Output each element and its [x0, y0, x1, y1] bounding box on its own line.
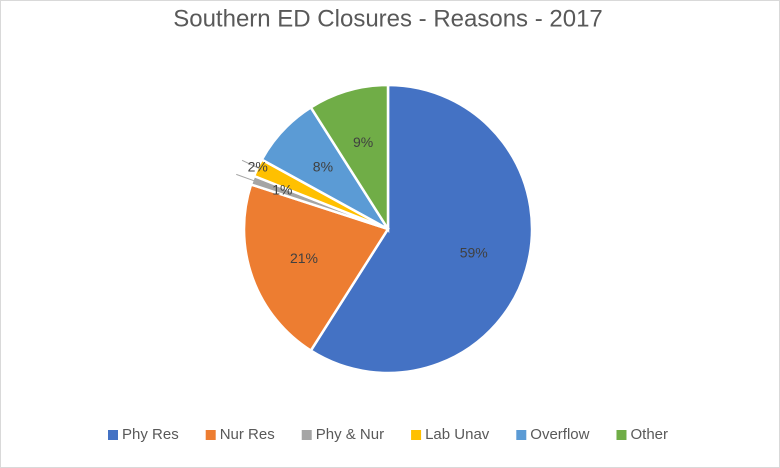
- legend-label: Phy & Nur: [316, 426, 384, 443]
- pie-slice: [309, 83, 534, 375]
- legend-label: Phy Res: [122, 426, 179, 443]
- pie-slice: [309, 83, 390, 234]
- legend-label: Lab Unav: [425, 426, 490, 443]
- pie-slice: [242, 182, 390, 353]
- data-label: 8%: [313, 159, 333, 175]
- legend-label: Other: [630, 426, 668, 443]
- data-label: 59%: [460, 245, 488, 261]
- leader-line: [241, 159, 262, 170]
- legend-label: Overflow: [530, 426, 589, 443]
- data-label: 9%: [353, 134, 373, 150]
- chart-title: Southern ED Closures - Reasons - 2017: [173, 5, 603, 32]
- legend-swatch: [616, 430, 627, 440]
- data-label: 2%: [248, 158, 268, 174]
- legend-swatch: [205, 430, 216, 440]
- data-label: 21%: [290, 250, 318, 266]
- data-label: 1%: [272, 182, 292, 198]
- legend-swatch: [108, 430, 118, 440]
- legend-label: Nur Res: [220, 426, 275, 443]
- legend-swatch: [516, 430, 527, 440]
- leader-line: [236, 173, 257, 183]
- legend-swatch: [411, 430, 422, 440]
- legend-swatch: [301, 430, 312, 440]
